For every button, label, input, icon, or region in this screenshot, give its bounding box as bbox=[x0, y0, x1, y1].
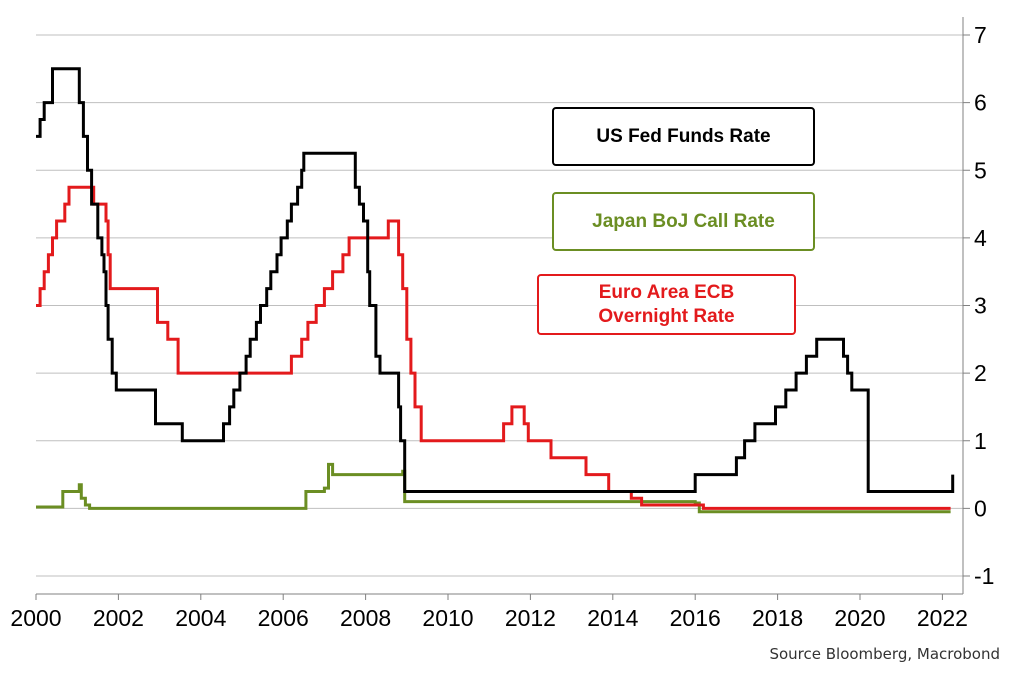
x-tick-label: 2010 bbox=[422, 605, 473, 631]
y-tick-label: 1 bbox=[974, 428, 987, 454]
x-tick-label: 2002 bbox=[93, 605, 144, 631]
y-tick-labels: 7 6 5 4 3 2 1 0 -1 bbox=[974, 22, 994, 589]
x-tick-label: 2018 bbox=[752, 605, 803, 631]
x-tick-label: 2008 bbox=[340, 605, 391, 631]
x-tick-label: 2012 bbox=[505, 605, 556, 631]
legend-japan-boj-call-rate: Japan BoJ Call Rate bbox=[552, 192, 815, 251]
x-tick-label: 2006 bbox=[258, 605, 309, 631]
axes bbox=[35, 17, 970, 600]
y-tick-label: 3 bbox=[974, 293, 987, 319]
y-tick-label: 6 bbox=[974, 90, 987, 116]
source-note: Source Bloomberg, Macrobond bbox=[769, 645, 1000, 663]
legend-label-japan-boj: Japan BoJ Call Rate bbox=[592, 210, 775, 232]
legend-euro-area-ecb: Euro Area ECB Overnight Rate bbox=[537, 274, 796, 335]
euro-area-ecb-overnight-rate-line bbox=[36, 185, 951, 510]
x-tick-label: 2022 bbox=[917, 605, 968, 631]
x-tick-label: 2004 bbox=[175, 605, 226, 631]
y-tick-label: 2 bbox=[974, 360, 987, 386]
y-tick-label: 4 bbox=[974, 225, 987, 251]
us-fed-funds-rate-line bbox=[36, 67, 955, 493]
x-tick-labels: 2000 2002 2004 2006 2008 2010 2012 2014 2016 2018… bbox=[10, 605, 968, 631]
x-tick-label: 2014 bbox=[587, 605, 638, 631]
legend-label-us-fed: US Fed Funds Rate bbox=[596, 125, 771, 147]
y-tick-label: 5 bbox=[974, 157, 987, 183]
y-tick-label: 7 bbox=[974, 22, 987, 48]
x-tick-label: 2000 bbox=[10, 605, 61, 631]
legend-label-euro-ecb: Euro Area ECB Overnight Rate bbox=[598, 281, 735, 327]
x-tick-label: 2016 bbox=[670, 605, 721, 631]
legend-us-fed-funds-rate: US Fed Funds Rate bbox=[552, 107, 815, 166]
y-tick-label: 0 bbox=[974, 495, 987, 521]
japan-boj-call-rate-line bbox=[36, 462, 951, 514]
series-lines bbox=[36, 67, 955, 514]
x-tick-label: 2020 bbox=[834, 605, 885, 631]
y-tick-label: -1 bbox=[974, 563, 994, 589]
horizontal-gridlines bbox=[36, 34, 963, 577]
